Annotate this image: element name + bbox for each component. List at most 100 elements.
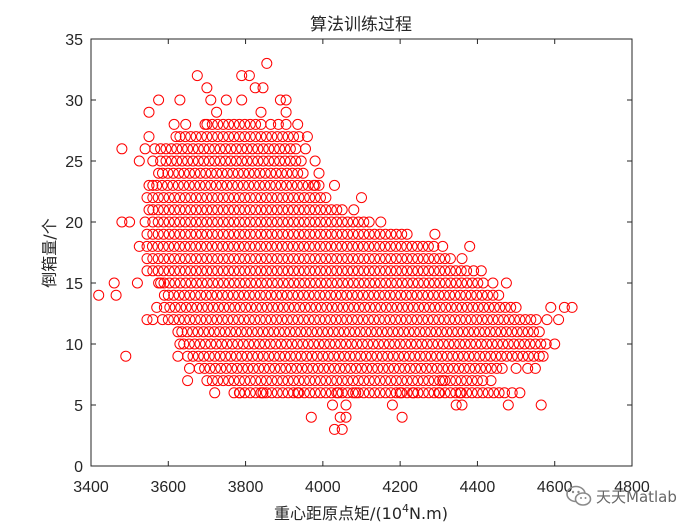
scatter-point: [255, 375, 267, 387]
scatter-point: [566, 301, 578, 313]
scatter-point: [246, 326, 258, 338]
scatter-point: [363, 265, 375, 277]
scatter-point: [347, 253, 359, 265]
scatter-point: [196, 253, 207, 265]
scatter-point: [501, 350, 513, 362]
scatter-point: [152, 228, 164, 240]
scatter-point: [519, 338, 531, 350]
scatter-point: [264, 179, 276, 191]
scatter-point: [211, 289, 223, 301]
scatter-point: [315, 192, 326, 204]
scatter-point: [302, 179, 314, 191]
scatter-point: [358, 277, 370, 289]
scatter-point: [293, 228, 305, 240]
scatter-point: [147, 204, 159, 216]
scatter-point: [253, 362, 265, 374]
scatter-point: [191, 301, 203, 313]
scatter-point: [413, 301, 425, 313]
scatter-point: [366, 350, 377, 362]
scatter-point: [206, 228, 218, 240]
scatter-point: [331, 228, 343, 240]
scatter-point: [304, 265, 316, 277]
scatter-point: [363, 314, 374, 326]
scatter-point: [280, 94, 292, 106]
scatter-point: [275, 179, 287, 191]
scatter-point: [201, 253, 213, 265]
scatter-point: [271, 253, 283, 265]
scatter-point: [414, 350, 426, 362]
scatter-point: [304, 228, 316, 240]
scatter-point: [446, 326, 458, 338]
scatter-point: [185, 277, 197, 289]
scatter-point: [375, 301, 387, 313]
scatter-point: [315, 265, 326, 277]
scatter-point: [216, 289, 228, 301]
scatter-point: [239, 387, 251, 399]
scatter-point: [271, 314, 282, 326]
scatter-point: [279, 326, 291, 338]
scatter-point: [425, 326, 437, 338]
scatter-point: [347, 277, 359, 289]
scatter-point: [244, 192, 256, 204]
scatter-point: [461, 301, 473, 313]
scatter-point: [397, 301, 408, 313]
scatter-point: [400, 314, 412, 326]
scatter-point: [380, 228, 391, 240]
scatter-point: [320, 253, 332, 265]
scatter-point: [493, 289, 505, 301]
x-axis-label: 重心距原点矩/(104N.m): [274, 502, 448, 523]
scatter-point: [437, 240, 449, 252]
scatter-point: [317, 326, 328, 338]
x-axis-ticks: 3400 3600 3800 4000 4200 4400 4600 4800: [73, 39, 650, 496]
scatter-point: [201, 192, 213, 204]
scatter-point: [290, 155, 302, 167]
scatter-point: [354, 326, 366, 338]
scatter-point: [228, 240, 240, 252]
scatter-point: [162, 314, 174, 326]
scatter-point: [340, 399, 352, 411]
scatter-point: [239, 253, 251, 265]
scatter-point: [287, 314, 299, 326]
scatter-point: [320, 240, 332, 252]
scatter-point: [163, 253, 175, 265]
scatter-point: [184, 240, 196, 252]
scatter-point: [369, 375, 381, 387]
scatter-point: [482, 289, 493, 301]
scatter-point: [491, 362, 503, 374]
scatter-point: [445, 301, 457, 313]
scatter-point: [363, 253, 375, 265]
scatter-point: [348, 204, 360, 216]
scatter-point: [234, 301, 246, 313]
scatter-point: [263, 350, 275, 362]
scatter-point: [168, 314, 180, 326]
scatter-point: [412, 277, 424, 289]
scatter-point: [179, 192, 191, 204]
scatter-point: [169, 277, 181, 289]
scatter-point: [228, 265, 240, 277]
scatter-point: [494, 301, 506, 313]
scatter-point: [467, 301, 479, 313]
scatter-point: [320, 204, 332, 216]
scatter-point: [490, 326, 502, 338]
scatter-point: [243, 289, 255, 301]
scatter-point: [260, 387, 272, 399]
scatter-point: [464, 240, 476, 252]
scatter-point: [331, 375, 343, 387]
scatter-point: [337, 277, 349, 289]
scatter-point: [271, 375, 283, 387]
scatter-point: [535, 338, 547, 350]
scatter-point: [247, 362, 259, 374]
scatter-point: [217, 216, 229, 228]
scatter-point: [157, 314, 168, 326]
scatter-point: [317, 350, 329, 362]
scatter-point: [334, 362, 346, 374]
scatter-point: [276, 314, 288, 326]
wechat-icon: [566, 485, 592, 506]
scatter-point: [271, 289, 282, 301]
scatter-point: [511, 326, 523, 338]
scatter-point: [339, 362, 351, 374]
scatter-point: [363, 228, 375, 240]
scatter-point: [363, 216, 375, 228]
scatter-point: [533, 350, 545, 362]
